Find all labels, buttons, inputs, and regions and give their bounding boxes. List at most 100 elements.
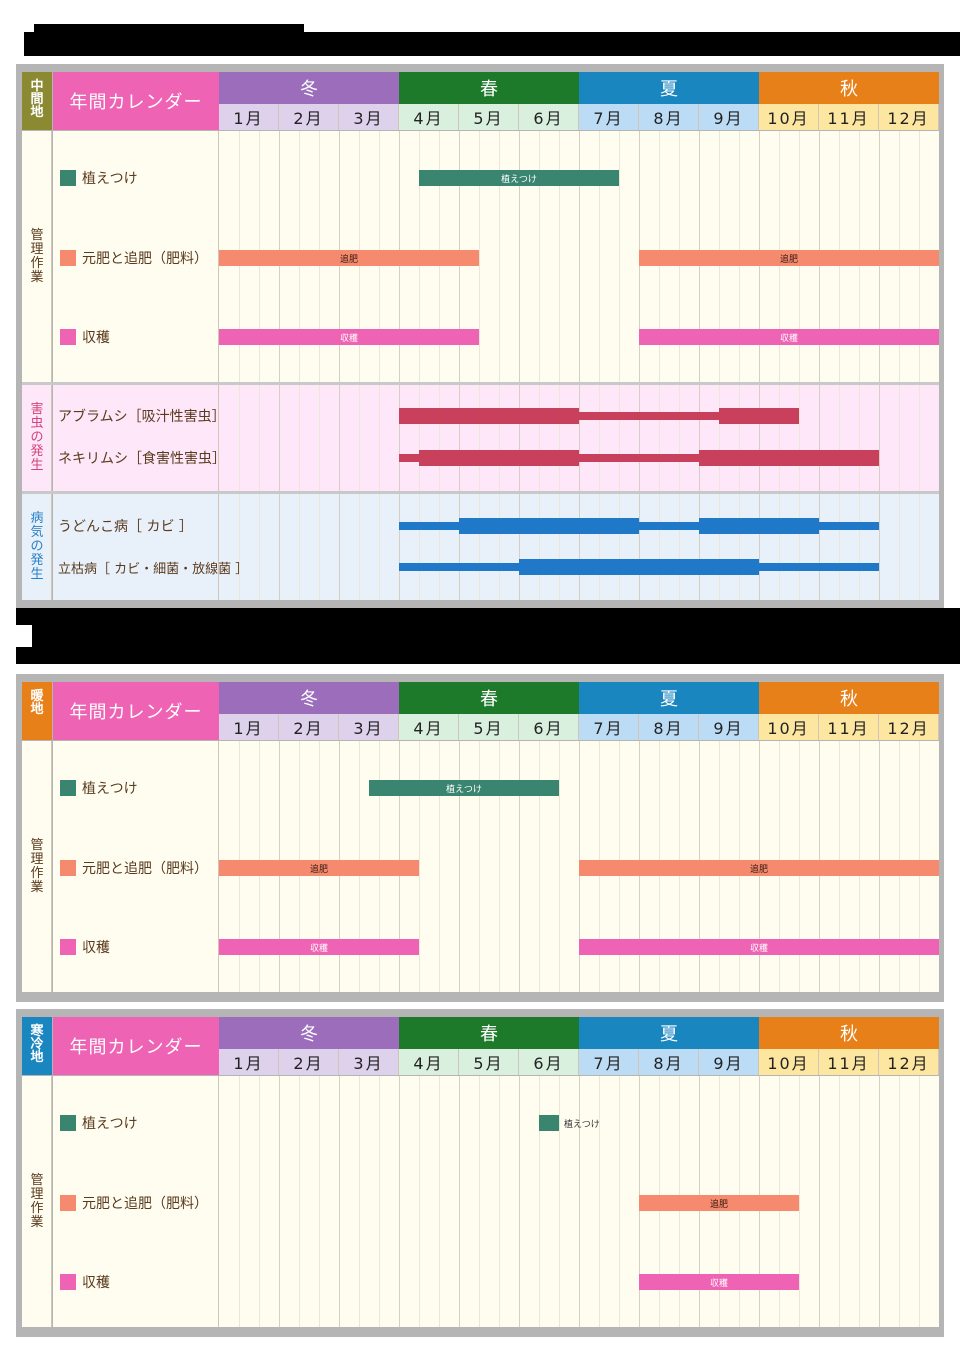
grid-line (519, 131, 520, 382)
grid-line (879, 494, 880, 600)
section-divider (22, 382, 939, 385)
grid-line (299, 385, 300, 491)
grid-line (819, 385, 820, 491)
label-cell (53, 741, 219, 992)
grid-line (499, 385, 500, 491)
legend-fertilizer: 元肥と追肥（肥料） (60, 248, 220, 268)
grid-line (899, 1076, 900, 1327)
month-header-1: 1月 (219, 104, 279, 130)
grid-line (759, 385, 760, 491)
grid-line (719, 494, 720, 600)
month-header-2: 2月 (279, 1049, 339, 1075)
grid-line (559, 1076, 560, 1327)
harvest-swatch-icon (60, 329, 76, 345)
disease-bar-heavy (699, 518, 819, 534)
legend-fertilizer: 元肥と追肥（肥料） (60, 1193, 220, 1213)
grid-line (579, 385, 580, 491)
grid-line (839, 494, 840, 600)
region-label: 寒冷地 (22, 1017, 52, 1075)
grid-line (699, 494, 700, 600)
group-label-management: 管理作業 (30, 837, 44, 895)
grid-line (399, 1076, 400, 1327)
calendar-title: 年間カレンダー (53, 682, 219, 740)
season-header-3: 夏 (579, 72, 759, 104)
grid-line (539, 385, 540, 491)
region-char: 間 (30, 92, 44, 107)
grid-line (779, 385, 780, 491)
grid-line (279, 494, 280, 600)
legend-planting: 植えつけ (60, 778, 220, 798)
grid-line (459, 494, 460, 600)
grid-line (299, 494, 300, 600)
month-header-7: 7月 (579, 104, 639, 130)
grid-line (519, 494, 520, 600)
calendar-title: 年間カレンダー (53, 1017, 219, 1075)
pest-bar-heavy (719, 408, 799, 424)
month-header-2: 2月 (279, 104, 339, 130)
pest-bar-heavy (699, 450, 879, 466)
region-char: 地 (30, 702, 44, 717)
season-header-3: 夏 (579, 682, 759, 714)
grid-line (859, 385, 860, 491)
legend-fertilizer-label: 元肥と追肥（肥料） (82, 251, 208, 267)
month-header-5: 5月 (459, 714, 519, 740)
month-header-5: 5月 (459, 104, 519, 130)
grid-line (399, 494, 400, 600)
month-header-3: 3月 (339, 714, 399, 740)
bar-fertilizer: 追肥 (579, 860, 939, 876)
label-cell (53, 1076, 219, 1327)
grid-line (699, 385, 700, 491)
month-header-4: 4月 (399, 714, 459, 740)
group-side-cell (22, 1076, 52, 1327)
fertilizer-swatch-icon (60, 1195, 76, 1211)
grid-line (719, 385, 720, 491)
legend-fertilizer-label: 元肥と追肥（肥料） (82, 1196, 208, 1212)
grid-line (819, 1076, 820, 1327)
grid-line (459, 1076, 460, 1327)
grid-line (319, 1076, 320, 1327)
grid-line (679, 494, 680, 600)
grid-line (259, 494, 260, 600)
grid-line (379, 1076, 380, 1327)
legend-harvest-label: 収穫 (82, 1275, 110, 1291)
region-char: 寒 (30, 1024, 44, 1039)
disease-label: うどんこ病［ カビ ］ (58, 519, 193, 535)
legend-harvest: 収穫 (60, 1272, 220, 1292)
harvest-swatch-icon (60, 939, 76, 955)
calendar-1: 中間地年間カレンダー冬春夏秋 1月 2月 3月 4月 5月 6月 7月 8月 9月 10月 11月 12… (16, 64, 944, 608)
region-char: 地 (30, 105, 44, 120)
pest-label: アブラムシ［吸汁性害虫］ (58, 409, 226, 425)
bar-harvest: 収穫 (639, 1274, 799, 1290)
group-side-cell (22, 494, 52, 600)
group-label-management: 管理作業 (30, 1172, 44, 1230)
grid-line (919, 385, 920, 491)
grid-line (579, 1076, 580, 1327)
month-header-8: 8月 (639, 1049, 699, 1075)
grid-line (899, 385, 900, 491)
fertilizer-swatch-icon (60, 860, 76, 876)
legend-fertilizer-label: 元肥と追肥（肥料） (82, 861, 208, 877)
region-label: 中間地 (22, 72, 52, 130)
grid-line (239, 494, 240, 600)
month-header-12: 12月 (879, 1049, 939, 1075)
legend-planting-label: 植えつけ (82, 781, 138, 797)
grid-line (539, 741, 540, 992)
grid-line (619, 385, 620, 491)
bar-planting: 植えつけ (369, 780, 559, 796)
bar-planting: 植えつけ (419, 170, 619, 186)
legend-planting-label: 植えつけ (82, 1116, 138, 1132)
planting-swatch-icon (60, 1115, 76, 1131)
group-label-pests: 害虫の発生 (30, 402, 44, 473)
month-header-8: 8月 (639, 714, 699, 740)
grid-line (559, 494, 560, 600)
grid-line (419, 494, 420, 600)
grid-line (379, 494, 380, 600)
disease-bar-light (399, 522, 459, 530)
bar-fertilizer: 追肥 (219, 250, 479, 266)
grid-line (439, 494, 440, 600)
disease-bar-light (819, 522, 879, 530)
grid-line (559, 385, 560, 491)
grid-line (619, 1076, 620, 1327)
disease-bar-light (759, 563, 879, 571)
disease-bar-heavy (459, 518, 639, 534)
